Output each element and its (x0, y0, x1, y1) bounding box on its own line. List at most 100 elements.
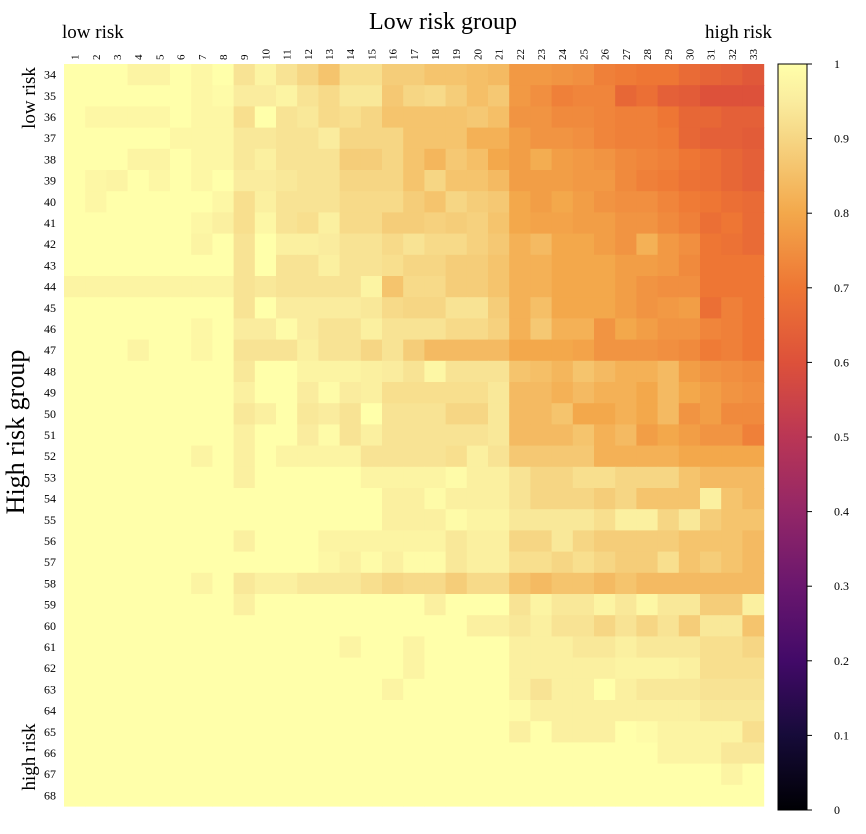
heatmap-cell (85, 254, 107, 277)
heatmap-cell (233, 445, 256, 468)
heatmap-cell (742, 318, 765, 341)
heatmap-cell (572, 148, 595, 171)
heatmap-cell (721, 276, 743, 298)
heatmap-cell (657, 276, 680, 298)
heatmap-cell (657, 106, 680, 129)
heatmap-cell (85, 170, 107, 192)
heatmap-cell (615, 551, 637, 574)
heatmap-cell (424, 530, 447, 553)
heatmap-cell (382, 170, 404, 192)
heatmap-cell (721, 339, 743, 362)
heatmap-cell (636, 636, 659, 659)
heatmap-cell (382, 276, 404, 298)
heatmap-cell (721, 657, 743, 680)
heatmap-cell (148, 403, 171, 425)
heatmap-cell (276, 721, 298, 743)
heatmap-cell (148, 148, 171, 171)
y-tick-label: 66 (44, 746, 56, 760)
heatmap-cell (233, 466, 256, 489)
heatmap-cell (551, 445, 574, 468)
heatmap-cell (212, 382, 235, 404)
heatmap-cell (678, 551, 701, 574)
heatmap-cell (85, 445, 107, 468)
heatmap-cell (127, 636, 150, 659)
heatmap-cell (424, 127, 447, 150)
colorbar-tick-label: 0.5 (834, 430, 849, 444)
heatmap-cell (678, 636, 701, 659)
heatmap-cell (382, 678, 404, 701)
heatmap-cell (382, 551, 404, 574)
heatmap-cell (657, 509, 680, 531)
heatmap-cell (148, 382, 171, 404)
heatmap-cell (85, 339, 107, 362)
heatmap-cell (85, 466, 107, 489)
heatmap-cell (297, 784, 319, 807)
heatmap-cell (212, 297, 235, 319)
heatmap-cell (64, 763, 86, 786)
colorbar-tick-label: 1 (834, 57, 840, 71)
heatmap-cell (233, 127, 256, 150)
heatmap-cell (700, 700, 722, 722)
heatmap-cell (551, 784, 574, 807)
heatmap-cell (127, 276, 150, 298)
heatmap-cell (488, 212, 510, 235)
heatmap-cell (233, 551, 256, 574)
heatmap-cell (530, 212, 553, 235)
heatmap-cell (339, 678, 362, 701)
heatmap-cell (742, 636, 765, 659)
heatmap-cell (85, 360, 107, 383)
y-tick-label: 42 (44, 237, 56, 251)
heatmap-cell (551, 615, 574, 637)
heatmap-cell (64, 530, 86, 553)
heatmap-cell (339, 742, 362, 765)
heatmap-cell (339, 191, 362, 213)
heatmap-cell (276, 445, 298, 468)
heatmap-cell (445, 509, 468, 531)
heatmap-cell (318, 127, 341, 150)
heatmap-cell (445, 403, 468, 425)
heatmap-cell (276, 784, 298, 807)
heatmap-cell (233, 148, 256, 171)
heatmap-cell (530, 572, 553, 595)
heatmap-cell (636, 127, 659, 150)
x-tick-label: 1 (70, 55, 82, 61)
heatmap-cell (466, 191, 489, 213)
heatmap-cell (106, 784, 129, 807)
heatmap-cell (509, 488, 531, 510)
heatmap-cell (445, 212, 468, 235)
heatmap-cell (360, 424, 383, 447)
heatmap-cell (721, 297, 743, 319)
heatmap-cell (403, 276, 425, 298)
heatmap-cell (509, 572, 531, 595)
heatmap-cell (339, 509, 362, 531)
heatmap-cell (466, 403, 489, 425)
heatmap-cell (212, 276, 235, 298)
heatmap-cell (594, 615, 616, 637)
heatmap-cell (212, 360, 235, 383)
heatmap-cell (403, 763, 425, 786)
heatmap-cell (742, 742, 765, 765)
x-tick-label: 3 (112, 54, 124, 60)
heatmap-cell (382, 488, 404, 510)
heatmap-cell (572, 212, 595, 235)
heatmap-cell (678, 466, 701, 489)
heatmap-cell (594, 360, 616, 383)
heatmap-cell (382, 85, 404, 107)
heatmap-cell (106, 339, 129, 362)
heatmap-cell (594, 572, 616, 595)
heatmap-cell (382, 212, 404, 235)
heatmap-cell (254, 85, 277, 107)
heatmap-cell (530, 509, 553, 531)
heatmap-cell (233, 360, 256, 383)
heatmap-cell (382, 148, 404, 171)
heatmap-cell (148, 594, 171, 616)
heatmap-cell (594, 742, 616, 765)
heatmap-cell (551, 403, 574, 425)
x-tick-label: 4 (133, 54, 145, 60)
heatmap-cell (254, 339, 277, 362)
heatmap-cell (127, 360, 150, 383)
heatmap-cell (678, 233, 701, 256)
heatmap-cell (678, 170, 701, 192)
heatmap-cell (254, 509, 277, 531)
y-tick-labels: 34 35 36 37 38 39 40 41 42 43 44 45 46 47 48 49 50 51 52 53… (44, 68, 56, 803)
